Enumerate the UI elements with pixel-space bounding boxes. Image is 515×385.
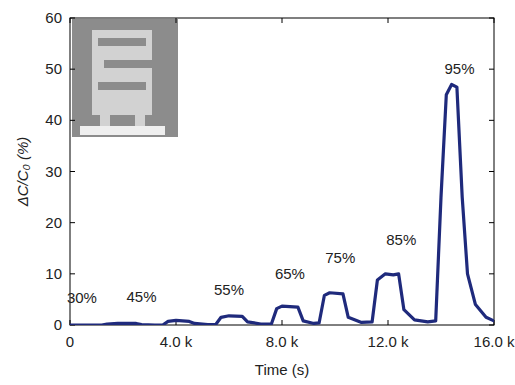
inset-pad <box>80 126 165 135</box>
y-tick <box>70 18 75 19</box>
plot-area <box>70 85 494 325</box>
x-tick <box>176 18 177 23</box>
x-tick-label: 0 <box>66 333 74 350</box>
annotation: 65% <box>275 265 305 282</box>
y-tick <box>70 69 75 70</box>
y-tick <box>70 120 75 121</box>
y-tick-label: 60 <box>45 9 62 26</box>
x-tick <box>282 18 283 23</box>
y-tick-label: 0 <box>54 316 62 333</box>
y-tick <box>489 69 494 70</box>
inset-gap <box>104 60 152 68</box>
inset-background <box>72 19 178 137</box>
inset-electrode <box>92 30 152 115</box>
annotation: 85% <box>386 231 416 248</box>
x-tick <box>388 320 389 325</box>
y-tick-label: 30 <box>45 163 62 180</box>
y-tick <box>489 273 494 274</box>
x-tick-label: 16.0 k <box>474 333 515 350</box>
plot-frame <box>70 18 494 325</box>
x-tick <box>494 18 495 23</box>
y-tick <box>489 325 494 326</box>
annotation: 75% <box>325 249 355 266</box>
x-tick <box>388 18 389 23</box>
y-tick <box>70 171 75 172</box>
y-tick <box>489 120 494 121</box>
data-line <box>70 85 494 325</box>
y-tick-label: 10 <box>45 265 62 282</box>
y-tick-label: 40 <box>45 111 62 128</box>
y-tick <box>489 171 494 172</box>
inset-gap <box>98 38 146 46</box>
annotation: 30% <box>67 289 97 306</box>
inset-gap <box>98 82 146 90</box>
x-tick-label: 8.0 k <box>266 333 299 350</box>
y-tick <box>70 273 75 274</box>
inset-image <box>72 19 178 137</box>
x-axis-label: Time (s) <box>255 361 309 378</box>
y-tick <box>70 222 75 223</box>
annotation: 55% <box>214 281 244 298</box>
chart: 0 10 20 30 40 50 60 0 4.0 k 8.0 k 12.0 k 16.0 k Time… <box>0 0 515 385</box>
annotation: 95% <box>445 60 475 77</box>
y-tick-label: 50 <box>45 60 62 77</box>
y-axis-label: ΔC/C₀ (%) <box>14 137 31 208</box>
x-tick-label: 4.0 k <box>160 333 193 350</box>
y-tick <box>489 18 494 19</box>
x-tick <box>282 320 283 325</box>
y-tick <box>489 222 494 223</box>
x-tick <box>70 18 71 23</box>
annotation: 45% <box>127 288 157 305</box>
y-tick-label: 20 <box>45 214 62 231</box>
x-tick-label: 12.0 k <box>368 333 409 350</box>
